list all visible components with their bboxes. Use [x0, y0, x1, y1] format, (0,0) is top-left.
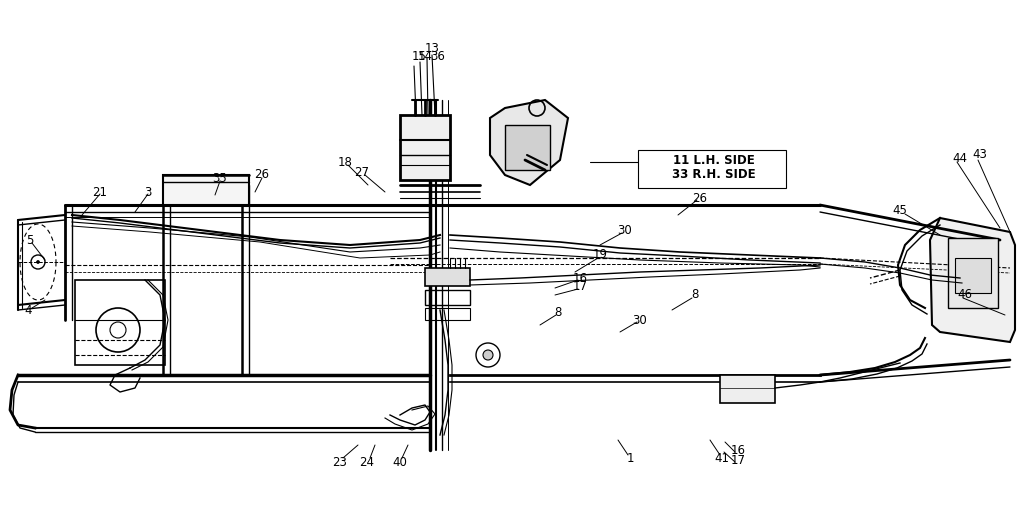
Text: 14: 14: [418, 51, 432, 63]
Text: 30: 30: [617, 223, 633, 236]
Polygon shape: [930, 218, 1015, 342]
Text: 33 R.H. SIDE: 33 R.H. SIDE: [672, 168, 756, 181]
Text: 43: 43: [973, 149, 987, 162]
Text: 16: 16: [572, 271, 588, 284]
Bar: [948, 238, 998, 308]
Text: 27: 27: [354, 166, 370, 179]
Bar: [425, 268, 470, 286]
Polygon shape: [490, 100, 568, 185]
Circle shape: [37, 261, 40, 264]
Text: 8: 8: [691, 288, 698, 301]
Bar: [505, 125, 550, 170]
Text: 3: 3: [144, 185, 152, 199]
Text: 35: 35: [213, 171, 227, 185]
Text: 45: 45: [893, 203, 907, 217]
Text: 23: 23: [333, 456, 347, 469]
Text: 36: 36: [430, 51, 445, 63]
Text: 15: 15: [412, 51, 426, 63]
Text: 40: 40: [392, 456, 408, 469]
Text: 17: 17: [572, 281, 588, 294]
Bar: [75, 280, 165, 365]
Bar: [638, 150, 786, 188]
Text: 26: 26: [692, 191, 708, 204]
Bar: [955, 258, 991, 293]
Circle shape: [483, 350, 493, 360]
Text: 46: 46: [957, 288, 973, 301]
Bar: [400, 115, 450, 180]
Bar: [425, 290, 470, 305]
Text: 30: 30: [633, 314, 647, 327]
Text: 44: 44: [952, 152, 968, 165]
Text: 17: 17: [730, 454, 745, 466]
Text: 26: 26: [255, 169, 269, 182]
Bar: [425, 308, 470, 320]
Text: 13: 13: [425, 41, 439, 55]
Circle shape: [972, 292, 978, 298]
Text: 16: 16: [730, 443, 745, 457]
Text: 11 L.H. SIDE: 11 L.H. SIDE: [673, 154, 755, 168]
Text: 1: 1: [627, 452, 634, 464]
Text: 24: 24: [359, 456, 375, 469]
Text: 5: 5: [27, 234, 34, 247]
Text: 41: 41: [715, 452, 729, 464]
Text: 21: 21: [92, 185, 108, 199]
Bar: [163, 175, 249, 205]
Text: 8: 8: [554, 305, 562, 318]
Text: 4: 4: [25, 303, 32, 316]
Text: 18: 18: [338, 155, 352, 169]
Bar: [720, 375, 775, 403]
Text: 19: 19: [593, 249, 607, 262]
